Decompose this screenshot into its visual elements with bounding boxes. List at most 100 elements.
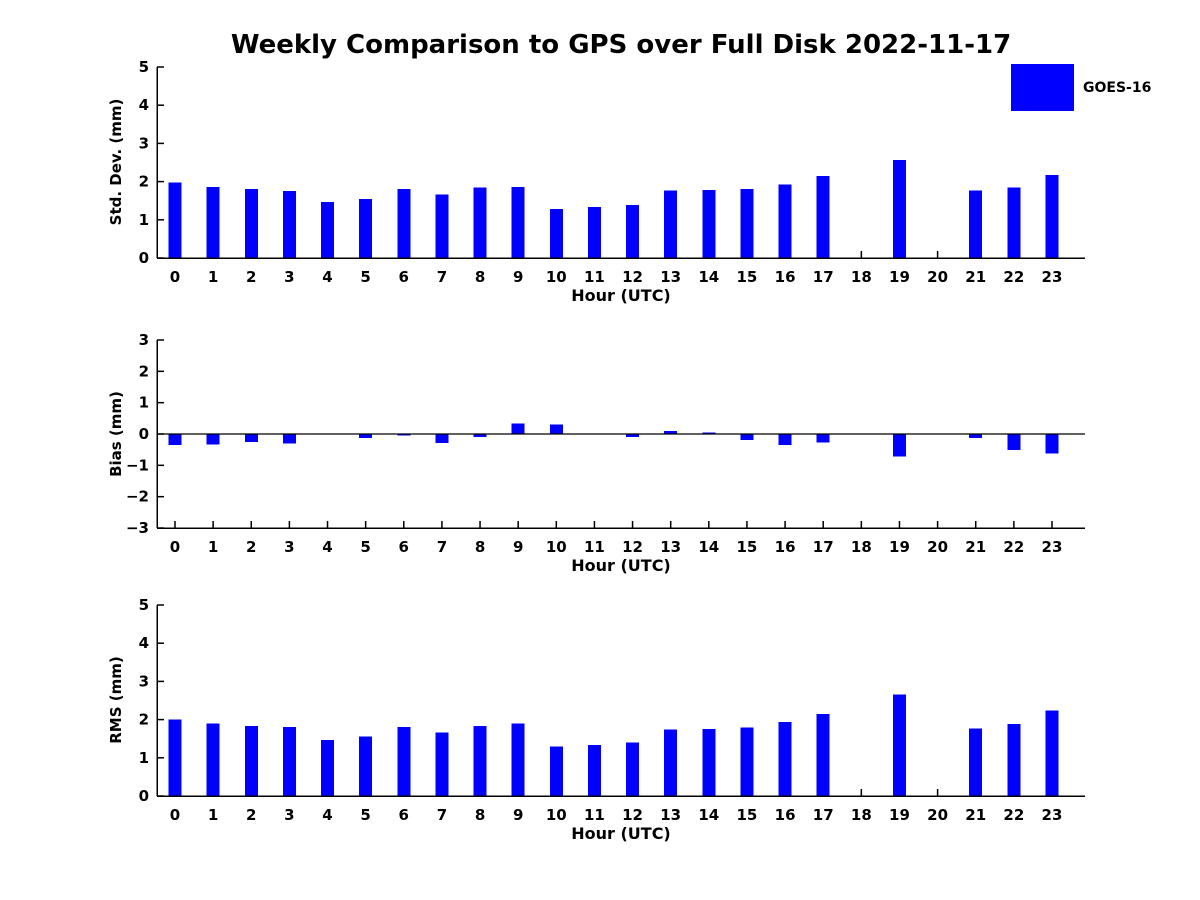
bar-rms-hour-11 xyxy=(587,745,601,796)
y-tick-label: 4 xyxy=(139,634,149,652)
x-tick-label: 22 xyxy=(1003,806,1024,824)
bar-rms-hour-10 xyxy=(549,746,563,796)
bar-rms-hour-14 xyxy=(702,728,716,796)
bar-bias-hour-13 xyxy=(664,430,678,434)
stddev-xlabel: Hour (UTC) xyxy=(571,286,671,305)
x-tick-label: 20 xyxy=(927,806,948,824)
x-tick-label: 8 xyxy=(475,268,485,286)
y-tick-label: 0 xyxy=(139,787,149,805)
x-tick-label: 13 xyxy=(660,268,681,286)
x-tick-label: 9 xyxy=(513,806,523,824)
bar-rms-hour-2 xyxy=(244,726,258,796)
bar-rms-hour-1 xyxy=(206,723,220,796)
bar-stddev-hour-11 xyxy=(587,206,601,258)
x-tick-label: 19 xyxy=(889,538,910,556)
x-tick-label: 1 xyxy=(208,538,218,556)
x-tick-label: 15 xyxy=(737,806,758,824)
x-tick-label: 23 xyxy=(1042,268,1063,286)
rms-chart: 0 1 2 3 4 5 6 7 8 9 10 11 12 13 14 15 16 17 18 19 20 21 22 23 0 1… xyxy=(0,590,1200,900)
bar-rms-hour-13 xyxy=(664,729,678,796)
x-tick-label: 3 xyxy=(284,268,294,286)
y-tick-label: 5 xyxy=(139,58,149,76)
x-tick-label: 23 xyxy=(1042,806,1063,824)
bar-rms-hour-21 xyxy=(969,728,983,796)
x-tick-label: 19 xyxy=(889,806,910,824)
x-tick-label: 15 xyxy=(737,268,758,286)
y-tick-label: 3 xyxy=(139,672,149,690)
rms-ylabel: RMS (mm) xyxy=(107,656,125,744)
bar-rms-hour-5 xyxy=(359,736,373,796)
stddev-ylabel: Std. Dev. (mm) xyxy=(107,98,125,226)
bar-rms-hour-22 xyxy=(1007,723,1021,796)
x-tick-label: 23 xyxy=(1042,538,1063,556)
y-tick-label: 0 xyxy=(139,249,149,267)
x-tick-label: 12 xyxy=(622,806,643,824)
x-tick-label: 21 xyxy=(965,268,986,286)
bar-bias-hour-22 xyxy=(1007,434,1021,450)
bar-bias-hour-17 xyxy=(816,434,830,443)
bar-stddev-hour-2 xyxy=(244,188,258,258)
y-tick-label: 1 xyxy=(139,211,149,229)
bar-bias-hour-8 xyxy=(473,434,487,438)
bar-bias-hour-15 xyxy=(740,434,754,440)
y-tick-label: 3 xyxy=(139,134,149,152)
x-tick-label: 16 xyxy=(775,538,796,556)
bar-rms-hour-6 xyxy=(397,727,411,796)
x-tick-label: 7 xyxy=(437,806,447,824)
x-tick-label: 17 xyxy=(813,538,834,556)
y-tick-label: 1 xyxy=(139,394,149,412)
stddev-chart: 0 1 2 3 4 5 6 7 8 9 10 11 12 13 14 15 16 17 18 19 20 21 22 23 0 1… xyxy=(0,0,1200,310)
bar-rms-hour-12 xyxy=(626,742,640,796)
x-tick-label: 13 xyxy=(660,538,681,556)
bar-stddev-hour-19 xyxy=(892,160,906,258)
x-tick-label: 3 xyxy=(284,538,294,556)
bar-bias-hour-16 xyxy=(778,434,792,445)
bar-stddev-hour-3 xyxy=(282,190,296,258)
chart-title: Weekly Comparison to GPS over Full Disk … xyxy=(230,30,1012,60)
y-tick-label: 3 xyxy=(139,331,149,349)
x-tick-label: 0 xyxy=(170,268,180,286)
legend-label: GOES-16 xyxy=(1083,79,1152,96)
rms-xlabel: Hour (UTC) xyxy=(571,824,671,843)
bar-stddev-hour-9 xyxy=(511,186,525,258)
x-tick-label: 21 xyxy=(965,538,986,556)
x-tick-label: 12 xyxy=(622,538,643,556)
bar-stddev-hour-5 xyxy=(359,198,373,258)
x-tick-label: 4 xyxy=(322,268,332,286)
y-tick-label: 0 xyxy=(139,425,149,443)
bar-bias-hour-5 xyxy=(359,434,373,438)
x-tick-label: 0 xyxy=(170,806,180,824)
x-tick-label: 4 xyxy=(322,538,332,556)
x-tick-label: 6 xyxy=(399,538,409,556)
stddev-plot: 0 1 2 3 4 5 6 7 8 9 10 11 12 13 14 15 16 17 18 19 20 21 22 2301… xyxy=(139,58,1085,286)
x-tick-label: 0 xyxy=(170,538,180,556)
x-tick-label: 10 xyxy=(546,268,567,286)
y-tick-label: −1 xyxy=(126,456,149,474)
bar-stddev-hour-10 xyxy=(549,209,563,258)
x-tick-label: 22 xyxy=(1003,538,1024,556)
x-tick-label: 9 xyxy=(513,268,523,286)
y-tick-label: 2 xyxy=(139,711,149,729)
bar-stddev-hour-13 xyxy=(664,190,678,258)
x-tick-label: 11 xyxy=(584,806,605,824)
bar-bias-hour-10 xyxy=(549,424,563,434)
bar-rms-hour-0 xyxy=(168,719,182,796)
bar-stddev-hour-23 xyxy=(1045,175,1059,258)
bar-stddev-hour-14 xyxy=(702,190,716,258)
x-tick-label: 20 xyxy=(927,538,948,556)
bar-rms-hour-9 xyxy=(511,723,525,796)
bar-stddev-hour-0 xyxy=(168,182,182,258)
bar-bias-hour-1 xyxy=(206,434,220,445)
x-tick-label: 22 xyxy=(1003,268,1024,286)
x-tick-label: 11 xyxy=(584,268,605,286)
x-tick-label: 1 xyxy=(208,806,218,824)
x-tick-label: 16 xyxy=(775,268,796,286)
y-tick-label: −3 xyxy=(126,519,149,537)
bar-stddev-hour-6 xyxy=(397,188,411,258)
bias-ylabel: Bias (mm) xyxy=(107,391,125,477)
x-tick-label: 17 xyxy=(813,806,834,824)
x-tick-label: 14 xyxy=(698,538,719,556)
bar-rms-hour-19 xyxy=(892,694,906,796)
bar-bias-hour-21 xyxy=(969,434,983,439)
